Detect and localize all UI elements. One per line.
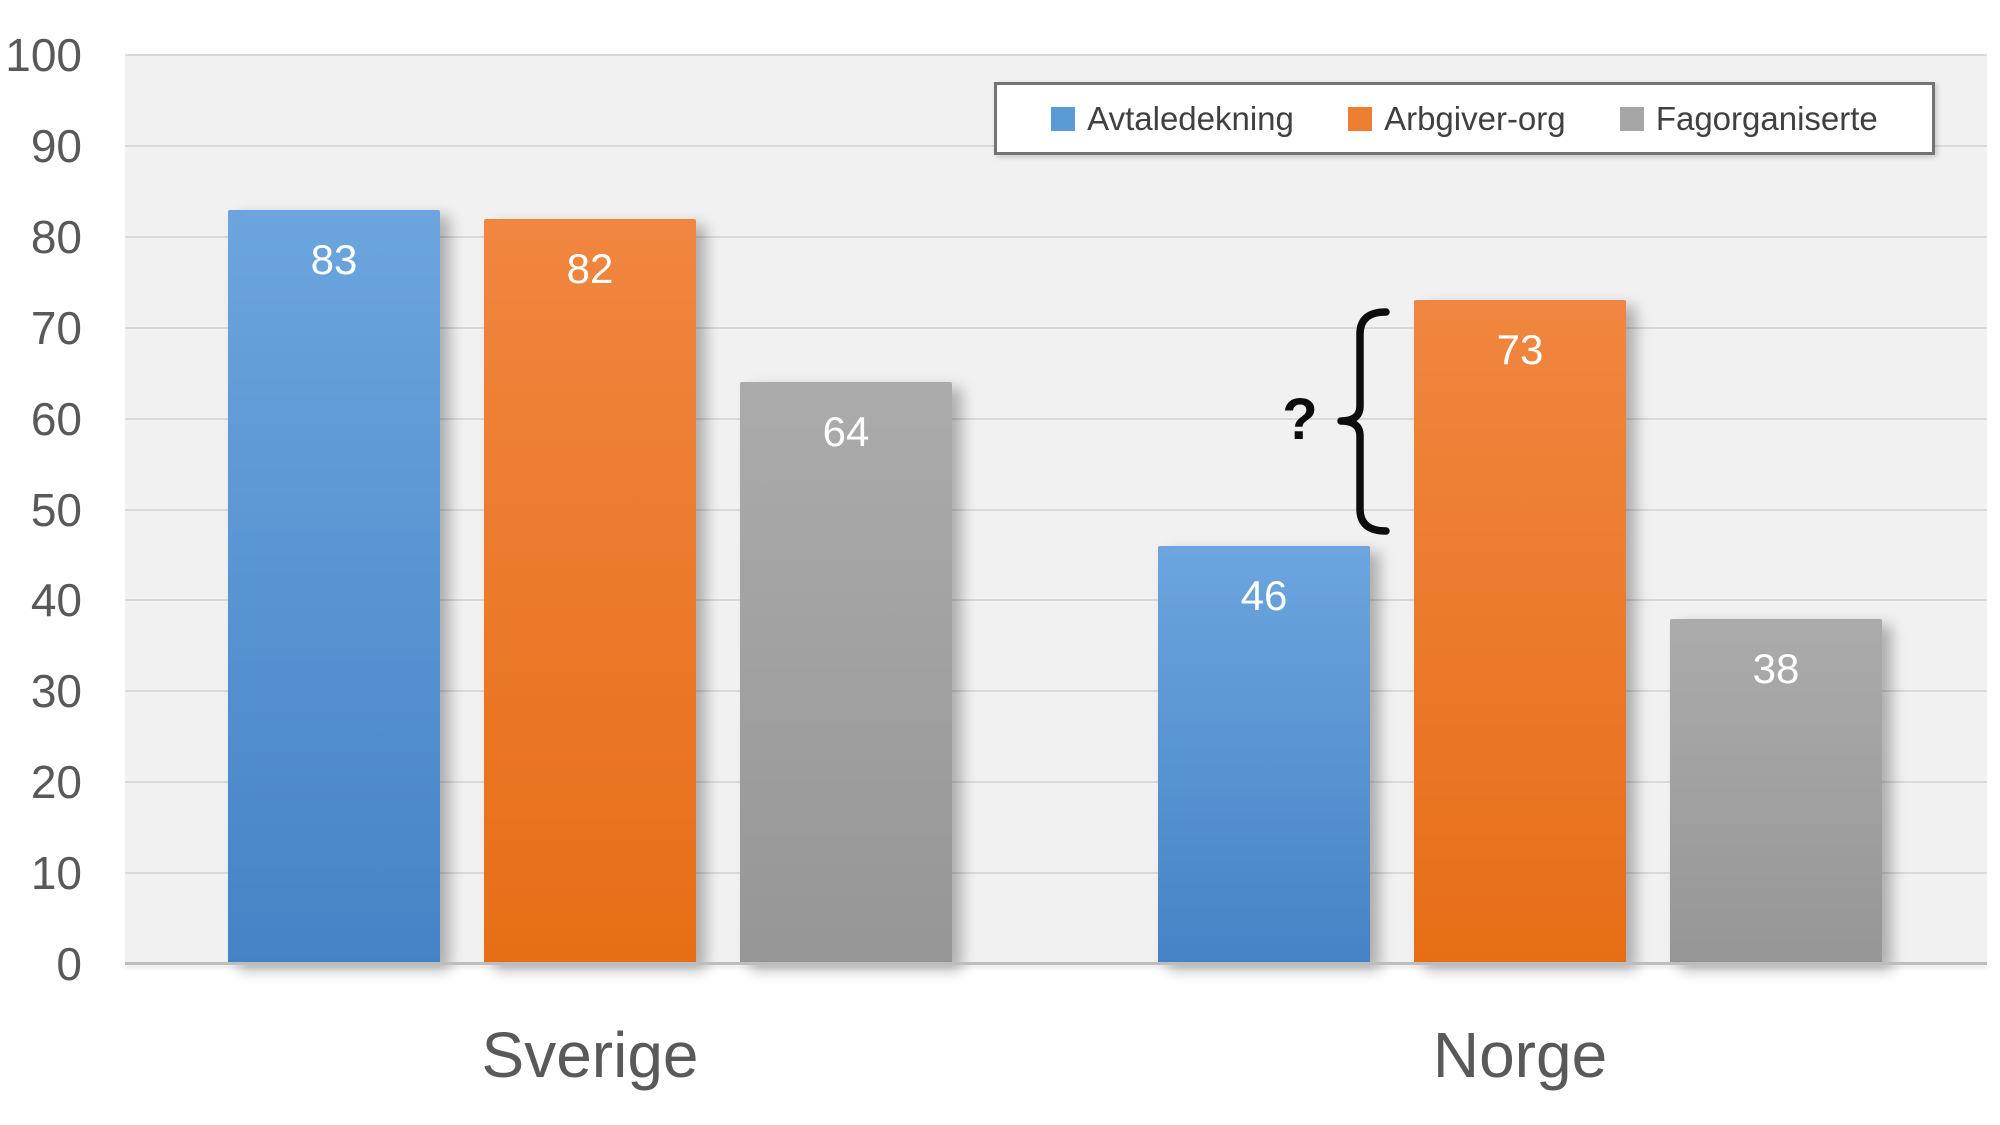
y-tick-label: 50 [30,483,82,536]
category-label-norge: Norge [1432,1019,1608,1091]
legend-label: Avtaledekning [1087,99,1294,137]
gridline [125,508,1987,511]
gridline [125,781,1987,784]
gridline [125,417,1987,420]
gridline [125,235,1987,238]
x-axis-line [125,962,1987,965]
category-label-sverige: Sverige [481,1019,699,1091]
y-tick-label: 10 [30,847,82,900]
curly-brace-icon [1337,308,1390,535]
bar-value-label: 82 [566,244,614,292]
legend-label: Fagorganiserte [1655,99,1878,137]
bar-value-label: 46 [1240,571,1288,619]
legend: Avtaledekning Arbgiver-org Fagorganiserte [994,82,1935,155]
legend-item-arbgiver-org: Arbgiver-org [1348,100,1566,138]
y-tick-label: 100 [5,29,82,81]
y-tick-label: 80 [30,210,82,263]
bar-sverige-fagorganiserte: 64 [740,382,952,964]
y-tick-label: 0 [56,938,82,990]
gridline [125,690,1987,693]
legend-label: Arbgiver-org [1384,99,1566,137]
bar-norge-avtaledekning: 46 [1158,545,1370,964]
legend-swatch-icon [1051,106,1076,131]
plot-area: 83 82 64 46 73 38 [125,54,1987,965]
bar-norge-arbgiver-org: 73 [1414,300,1626,964]
y-tick-label: 40 [30,574,82,627]
gridline [125,872,1987,875]
gridline [125,599,1987,602]
y-tick-label: 30 [30,665,82,718]
question-mark-annotation: ? [1282,387,1318,452]
gridline [125,54,1987,56]
legend-item-avtaledekning: Avtaledekning [1051,100,1294,138]
legend-item-fagorganiserte: Fagorganiserte [1619,99,1878,138]
bar-value-label: 73 [1496,326,1544,374]
bar-norge-fagorganiserte: 38 [1670,618,1882,964]
legend-swatch-icon [1619,106,1644,131]
y-tick-label: 70 [30,301,82,354]
gridline [125,326,1987,329]
bar-value-label: 83 [310,235,358,283]
bar-sverige-arbgiver-org: 82 [484,218,696,964]
y-tick-label: 20 [30,756,82,809]
bar-sverige-avtaledekning: 83 [228,209,440,964]
y-tick-label: 90 [30,119,82,172]
bar-value-label: 64 [822,408,870,456]
bar-value-label: 38 [1752,644,1800,692]
legend-swatch-icon [1348,106,1373,131]
y-tick-label: 60 [30,392,82,445]
